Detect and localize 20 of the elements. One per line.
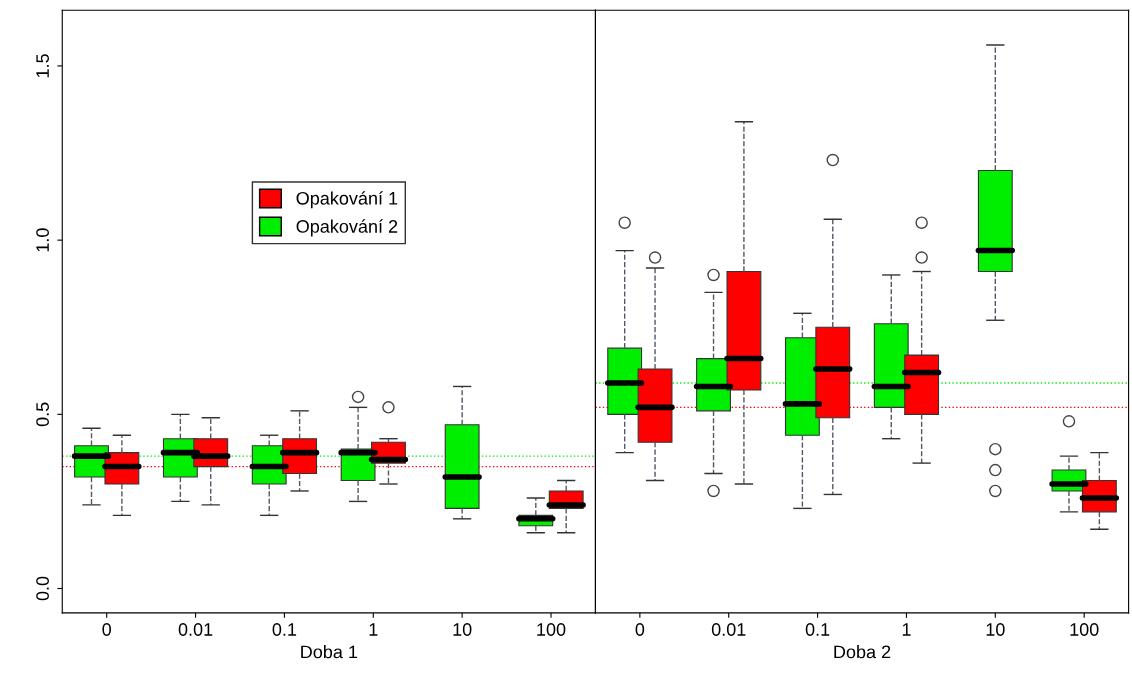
x-tick-label: 0 (635, 623, 645, 636)
y-tick-label: 0.5 (36, 402, 49, 427)
y-tick-label: 1.5 (36, 54, 49, 78)
legend-label: Opakování 2 (296, 219, 398, 237)
legend-label: Opakování 1 (296, 191, 398, 209)
x-tick-label: 0.01 (178, 623, 213, 636)
x-tick-label: 1 (902, 623, 911, 636)
x-axis-title: Doba 1 (301, 645, 358, 659)
x-tick-label: 1 (369, 623, 378, 636)
x-tick-label: 10 (453, 623, 472, 636)
x-tick-label: 100 (537, 623, 566, 636)
x-tick-label: 0.1 (805, 623, 830, 636)
x-tick-label: 10 (986, 623, 1005, 636)
x-axis-title: Doba 2 (834, 645, 891, 659)
x-tick-label: 0.01 (711, 623, 746, 636)
x-tick-label: 0 (102, 623, 112, 636)
x-tick-label: 0.1 (272, 623, 297, 636)
x-tick-label: 100 (1070, 623, 1099, 636)
y-tick-label: 0.0 (36, 576, 49, 601)
y-tick-label: 1.0 (36, 228, 49, 252)
